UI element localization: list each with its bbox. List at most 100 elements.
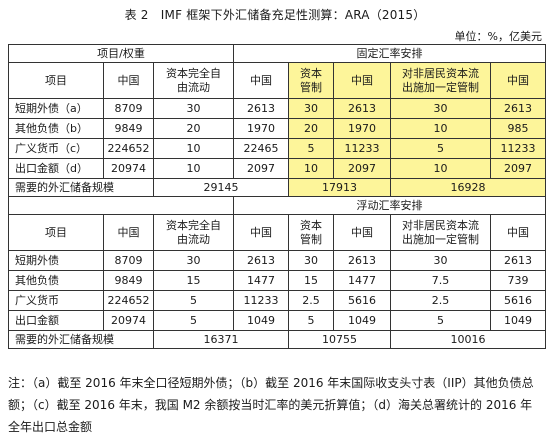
table-cell: 1477 xyxy=(333,270,392,291)
row-label: 其他负债（b） xyxy=(8,118,104,139)
reserve-adequacy-table: 项目/权重 固定汇率安排 项目 中国 资本完全自由流动 中国 资本管制 中国 对… xyxy=(7,44,547,349)
col-header: 中国 xyxy=(490,214,547,251)
summary-row: 需要的外汇储备规模 16371 10755 10016 xyxy=(8,330,547,349)
table-title: 表 2 IMF 框架下外汇储备充足性测算：ARA（2015） xyxy=(124,8,426,22)
table-cell: 2.5 xyxy=(288,290,335,311)
col-header: 对非居民资本流出施加一定管制 xyxy=(390,214,492,251)
table-cell: 985 xyxy=(490,118,547,139)
table-cell: 5 xyxy=(152,310,235,331)
group-header xyxy=(7,196,235,215)
table-cell: 2613 xyxy=(333,98,392,119)
summary-label: 需要的外汇储备规模 xyxy=(8,178,154,197)
summary-cell: 17913 xyxy=(288,178,392,197)
table-cell: 20974 xyxy=(103,310,154,331)
table-cell: 2097 xyxy=(490,158,547,179)
summary-label: 需要的外汇储备规模 xyxy=(8,330,154,349)
table-cell: 2097 xyxy=(233,158,290,179)
table-cell: 1049 xyxy=(490,310,547,331)
table-cell: 1049 xyxy=(333,310,392,331)
summary-cell: 10016 xyxy=(390,330,547,349)
fixed-section-header-row: 项目/权重 固定汇率安排 xyxy=(7,44,547,63)
table-cell: 11233 xyxy=(333,138,392,159)
summary-cell: 29145 xyxy=(152,178,290,197)
table-cell: 8709 xyxy=(103,98,154,119)
row-label: 广义货币（c） xyxy=(8,138,104,159)
table-cell: 1049 xyxy=(233,310,290,331)
table-row: 出口金额（d） 20974 10 2097 10 2097 10 2097 xyxy=(8,158,547,179)
row-label: 出口金额（d） xyxy=(8,158,104,179)
col-header: 中国 xyxy=(333,62,392,99)
table-cell: 8709 xyxy=(103,250,154,271)
row-label: 其他负债 xyxy=(8,270,104,291)
table-cell: 15 xyxy=(152,270,235,291)
col-header: 中国 xyxy=(233,214,290,251)
table-cell: 11233 xyxy=(233,290,290,311)
col-header: 对非居民资本流出施加一定管制 xyxy=(390,62,492,99)
table-cell: 20 xyxy=(152,118,235,139)
fixed-column-header-row: 项目 中国 资本完全自由流动 中国 资本管制 中国 对非居民资本流出施加一定管制… xyxy=(8,62,547,99)
table-cell: 5 xyxy=(288,138,335,159)
table-cell: 1477 xyxy=(233,270,290,291)
table-cell: 224652 xyxy=(103,138,154,159)
summary-cell: 16928 xyxy=(390,178,547,197)
table-cell: 1970 xyxy=(333,118,392,139)
col-header: 中国 xyxy=(103,62,154,99)
table-cell: 5616 xyxy=(490,290,547,311)
table-cell: 5 xyxy=(390,138,492,159)
fixed-section-label: 固定汇率安排 xyxy=(233,44,547,63)
table-cell: 9849 xyxy=(103,118,154,139)
col-header: 中国 xyxy=(490,62,547,99)
table-cell: 30 xyxy=(288,250,335,271)
table-cell: 30 xyxy=(390,98,492,119)
table-cell: 10 xyxy=(152,138,235,159)
col-header: 资本完全自由流动 xyxy=(152,62,235,99)
table-row: 出口金额 20974 5 1049 5 1049 5 1049 xyxy=(8,310,547,331)
col-header: 中国 xyxy=(233,62,290,99)
col-header: 项目 xyxy=(8,214,104,251)
table-cell: 7.5 xyxy=(390,270,492,291)
row-label: 出口金额 xyxy=(8,310,104,331)
table-row: 其他负债 9849 15 1477 15 1477 7.5 739 xyxy=(8,270,547,291)
table-cell: 20974 xyxy=(103,158,154,179)
table-cell: 30 xyxy=(288,98,335,119)
col-header: 资本完全自由流动 xyxy=(152,214,235,251)
footnote: 注：（a）截至 2016 年末全口径短期外债；（b）截至 2016 年末国际收支… xyxy=(8,376,534,434)
table-cell: 1970 xyxy=(233,118,290,139)
table-cell: 2097 xyxy=(333,158,392,179)
table-cell: 20 xyxy=(288,118,335,139)
table-cell: 10 xyxy=(390,118,492,139)
table-cell: 30 xyxy=(152,250,235,271)
unit-label: 单位：%，亿美元 xyxy=(454,30,542,43)
col-header: 中国 xyxy=(103,214,154,251)
table-cell: 2.5 xyxy=(390,290,492,311)
table-cell: 739 xyxy=(490,270,547,291)
table-cell: 15 xyxy=(288,270,335,291)
table-cell: 22465 xyxy=(233,138,290,159)
col-header: 项目 xyxy=(8,62,104,99)
table-cell: 2613 xyxy=(490,250,547,271)
col-header: 中国 xyxy=(333,214,392,251)
col-header: 资本管制 xyxy=(288,62,335,99)
table-row: 广义货币（c） 224652 10 22465 5 11233 5 11233 xyxy=(8,138,547,159)
table-row: 广义货币 224652 5 11233 2.5 5616 2.5 5616 xyxy=(8,290,547,311)
table-cell: 10 xyxy=(288,158,335,179)
summary-row: 需要的外汇储备规模 29145 17913 16928 xyxy=(8,178,547,197)
table-cell: 5 xyxy=(390,310,492,331)
table-cell: 2613 xyxy=(333,250,392,271)
table-row: 其他负债（b） 9849 20 1970 20 1970 10 985 xyxy=(8,118,547,139)
table-cell: 5 xyxy=(152,290,235,311)
row-label: 短期外债 xyxy=(8,250,104,271)
summary-cell: 10755 xyxy=(288,330,392,349)
group-header: 项目/权重 xyxy=(7,44,235,63)
table-cell: 10 xyxy=(390,158,492,179)
table-cell: 9849 xyxy=(103,270,154,291)
table-cell: 11233 xyxy=(490,138,547,159)
table-cell: 30 xyxy=(152,98,235,119)
row-label: 短期外债（a） xyxy=(8,98,104,119)
table-cell: 10 xyxy=(152,158,235,179)
table-cell: 2613 xyxy=(490,98,547,119)
col-header: 资本管制 xyxy=(288,214,335,251)
summary-cell: 16371 xyxy=(152,330,290,349)
table-cell: 5 xyxy=(288,310,335,331)
table-cell: 2613 xyxy=(233,250,290,271)
